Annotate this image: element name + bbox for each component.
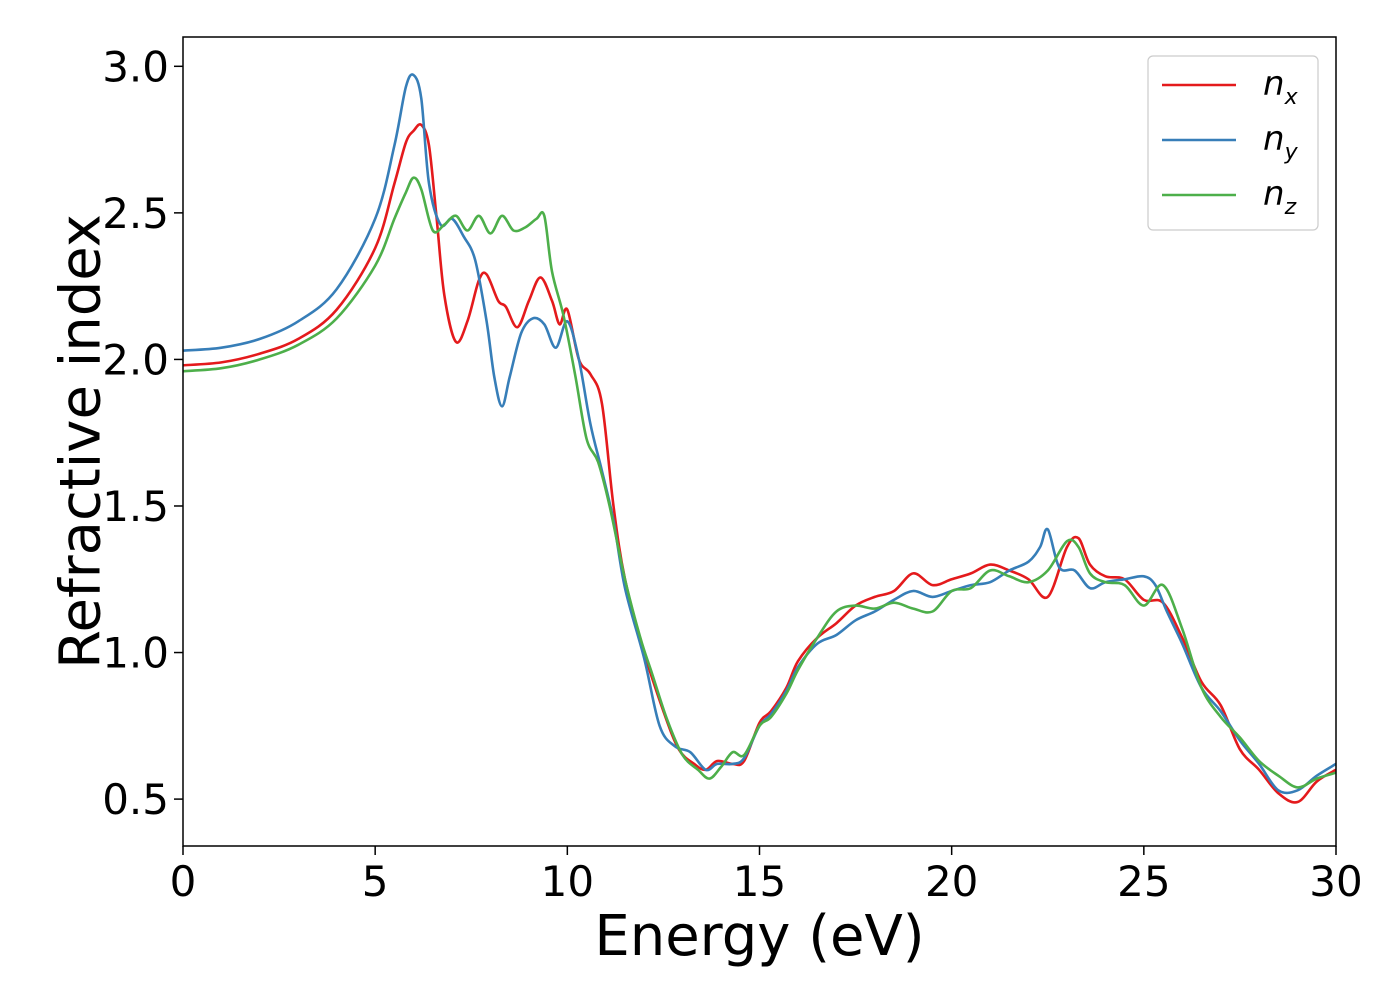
legend-label-base: n [1263, 119, 1285, 159]
legend-label: nz [1263, 174, 1297, 220]
y-tick-label: 2.0 [102, 335, 169, 384]
y-axis-label: Refractive index [49, 214, 114, 669]
legend-box [1147, 55, 1319, 231]
y-tick-label: 3.0 [102, 42, 169, 91]
y-tick-label: 1.5 [102, 482, 169, 531]
x-tick-label: 30 [1309, 857, 1362, 906]
x-tick-label: 0 [170, 857, 197, 906]
legend-label-base: n [1263, 64, 1285, 104]
series-line-n-z [183, 176, 1336, 789]
y-tick-label: 1.0 [102, 629, 169, 678]
legend-label-subscript: z [1284, 195, 1297, 220]
x-tick-label: 15 [733, 857, 786, 906]
x-tick-label: 20 [925, 857, 978, 906]
series-line-n-x [183, 123, 1336, 804]
legend-label: nx [1263, 64, 1299, 110]
y-axis: 0.5 1.0 1.5 2.0 2.5 3.0 [102, 42, 183, 824]
x-tick-label: 10 [541, 857, 594, 906]
legend-label-subscript: y [1284, 140, 1299, 165]
series-layer [183, 73, 1336, 804]
x-axis: 0 5 10 15 20 25 30 [170, 846, 1363, 906]
y-tick-label: 2.5 [102, 189, 169, 238]
x-tick-label: 5 [362, 857, 389, 906]
y-tick-label: 0.5 [102, 775, 169, 824]
legend-label-base: n [1263, 174, 1285, 214]
x-tick-label: 25 [1117, 857, 1170, 906]
legend-label-subscript: x [1284, 85, 1299, 110]
legend-label: ny [1263, 119, 1299, 165]
x-axis-label: Energy (eV) [594, 904, 924, 969]
